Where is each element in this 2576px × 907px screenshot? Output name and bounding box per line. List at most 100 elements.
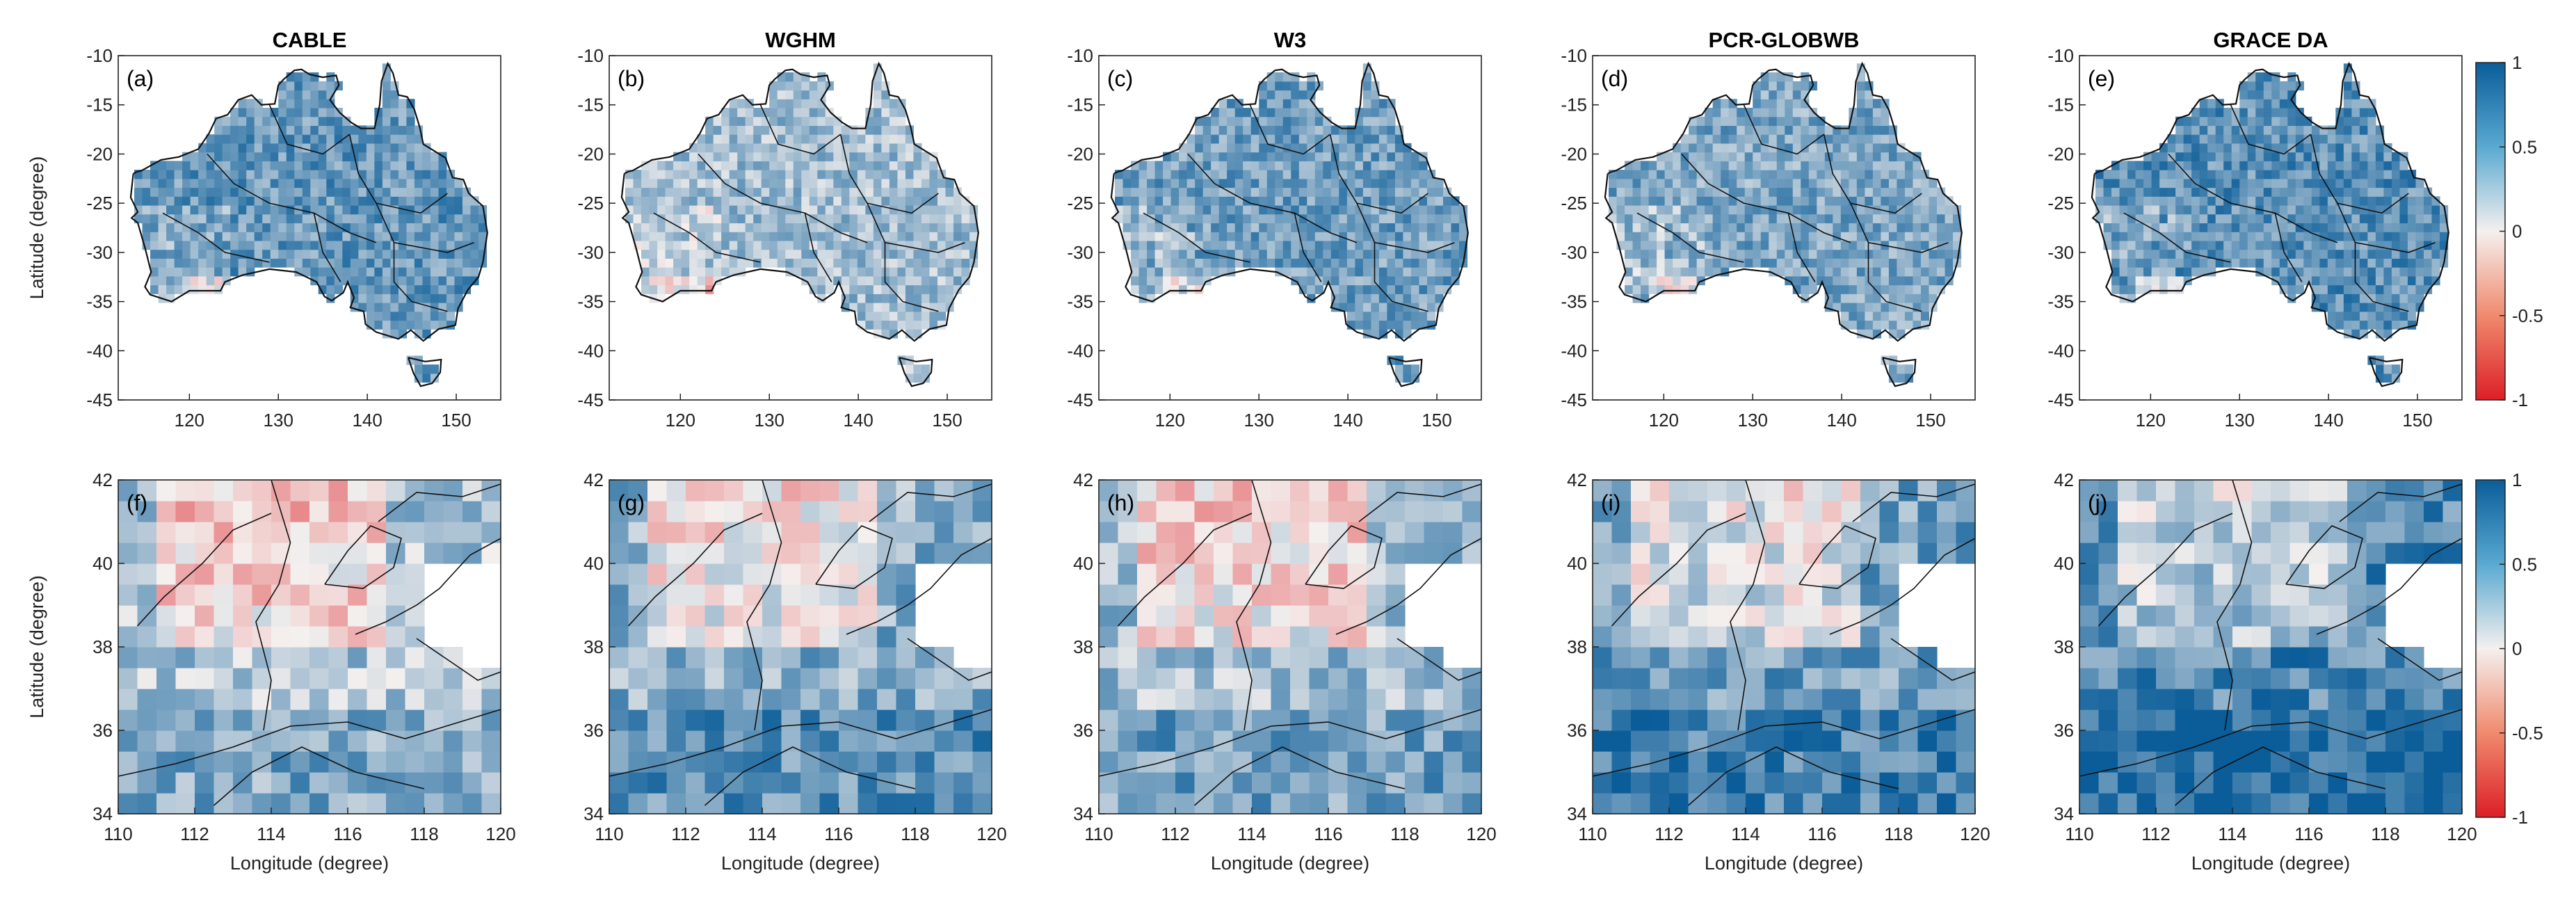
heatmap-cell [367,730,387,752]
heatmap-cell [1673,187,1682,197]
heatmap-cell [2239,223,2248,232]
heatmap-cell [1712,196,1721,206]
heatmap-cell [881,223,890,232]
heatmap-cell [1824,214,1833,224]
heatmap-cell [713,223,722,232]
heatmap-cell [246,125,255,135]
heatmap-cell [1298,178,1307,188]
heatmap-cell [724,626,744,648]
heatmap-cell [2167,249,2176,259]
heatmap-cell [1776,161,1785,170]
heatmap-cell [1179,249,1188,259]
y-tick-label: -35 [86,291,113,312]
heatmap-cell [294,116,303,127]
heatmap-cell [1728,249,1737,259]
heatmap-cell [2407,258,2417,268]
heatmap-cell [278,223,287,232]
heatmap-cell [302,240,311,250]
heatmap-cell [1721,99,1730,109]
heatmap-cell [673,196,682,206]
heatmap-cell [1753,116,1762,127]
heatmap-cell [1904,258,1914,268]
heatmap-cell [2287,196,2296,206]
heatmap-cell [382,240,391,250]
heatmap-cell [214,196,223,206]
heatmap-cell [462,689,483,710]
heatmap-cell [873,294,882,303]
heatmap-cell [214,267,223,277]
heatmap-cell [2103,204,2112,215]
heatmap-cell [1259,204,1268,215]
heatmap-cell [158,267,167,277]
heatmap-cell [2351,329,2360,339]
heatmap-cell [262,214,271,224]
heatmap-cell [753,249,762,259]
heatmap-cell [1824,196,1833,206]
heatmap-cell [1378,99,1388,109]
heatmap-cell [1840,249,1849,259]
y-tick-label: -25 [1067,193,1093,214]
heatmap-cell [390,249,399,259]
heatmap-cell [1403,240,1412,250]
heatmap-cell [2415,275,2424,286]
heatmap-cell [390,294,399,303]
heatmap-cell [889,275,899,286]
heatmap-cell [1849,284,1858,294]
heatmap-cell [1888,320,1898,330]
heatmap-cell [2167,267,2176,277]
heatmap-cell [328,605,348,627]
heatmap-cell [1648,161,1657,170]
heatmap-cell [309,772,330,794]
heatmap-cell [2175,152,2184,161]
heatmap-cell [1387,267,1396,277]
heatmap-cell [1163,178,1172,188]
heatmap-cell [438,284,447,294]
heatmap-cell [2351,275,2360,286]
heatmap-cell [1266,178,1275,188]
heatmap-cell [833,170,842,179]
heatmap-cell [1641,258,1650,268]
heatmap-cell [849,196,858,206]
heatmap-cell [762,626,782,648]
heatmap-cell [206,284,215,294]
heatmap-cell [1291,240,1300,250]
heatmap-cell [2119,258,2128,268]
heatmap-cell [405,709,425,731]
heatmap-cell [897,187,906,197]
heatmap-cell [777,107,786,118]
heatmap-cell [1323,196,1332,206]
basin-boundary [2337,202,2436,253]
heatmap-cell [1792,232,1801,241]
y-tick-label: -20 [577,143,604,164]
coastline [1604,61,1963,342]
heatmap-cell [825,232,834,241]
heatmap-cell [302,125,311,135]
heatmap-cell [721,240,730,250]
heatmap-cell [1769,72,1778,82]
heatmap-cell [2135,258,2144,268]
heatmap-cell [737,249,746,259]
heatmap-cell [1355,267,1364,277]
heatmap-cell [233,522,253,543]
heatmap-cell [881,99,890,109]
heatmap-cell [1179,240,1188,250]
heatmap-cell [318,161,327,170]
heatmap-cell [2119,240,2128,250]
heatmap-cell [1849,311,1858,321]
heatmap-cell [350,240,359,250]
heatmap-cell [2391,267,2401,277]
heatmap-cell [1840,232,1849,241]
heatmap-cell [2295,152,2304,161]
heatmap-cell [1186,143,1196,153]
heatmap-cell [1179,161,1188,170]
heatmap-cell [278,214,287,224]
heatmap-cell [686,584,706,606]
heatmap-cell [1403,364,1412,374]
heatmap-cell [230,258,239,268]
heatmap-cell [222,152,231,161]
heatmap-cell [424,751,444,773]
heatmap-cell [1410,161,1420,170]
heatmap-cell [150,178,159,188]
heatmap-cell [174,267,183,277]
